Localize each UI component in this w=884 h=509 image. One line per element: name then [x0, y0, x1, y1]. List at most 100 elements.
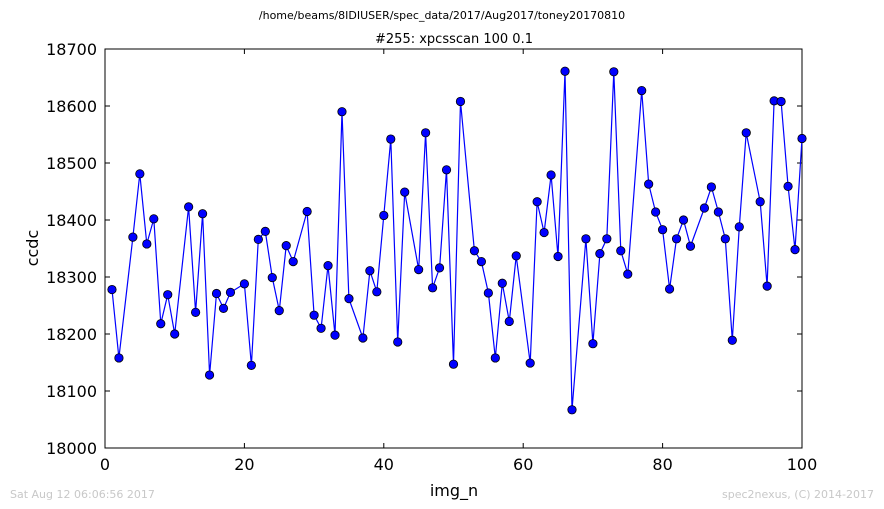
data-point — [358, 333, 368, 343]
credit: spec2nexus, (C) 2014-2017 — [722, 488, 874, 501]
data-point — [671, 234, 682, 244]
data-point — [644, 179, 654, 189]
data-point — [602, 234, 612, 244]
data-point — [163, 290, 173, 300]
series-line — [111, 71, 803, 410]
data-point — [344, 294, 354, 304]
y-tick-label: 18300 — [46, 268, 97, 287]
data-point — [441, 165, 452, 175]
data-point — [469, 246, 480, 256]
data-point — [114, 353, 124, 363]
chart-title: #255: xpcsscan 100 0.1 — [375, 32, 533, 47]
timestamp: Sat Aug 12 06:06:56 2017 — [10, 488, 155, 501]
y-tick-label: 18100 — [46, 382, 97, 401]
data-point — [588, 339, 598, 349]
data-point — [734, 222, 744, 232]
x-tick-label: 60 — [513, 455, 533, 474]
data-point — [170, 329, 180, 339]
data-point — [274, 306, 284, 316]
data-point — [365, 266, 375, 276]
data-point — [246, 360, 256, 370]
data-point — [511, 251, 521, 261]
data-point — [448, 359, 459, 369]
data-point — [372, 287, 382, 297]
data-point — [156, 319, 166, 329]
y-axis-label: ccdc — [23, 230, 42, 267]
x-tick-label: 20 — [234, 455, 254, 474]
y-tick-label: 18200 — [46, 325, 97, 344]
data-point — [281, 241, 291, 251]
data-point — [149, 214, 159, 224]
y-tick-label: 18500 — [46, 154, 97, 173]
data-point — [316, 323, 326, 333]
data-point — [414, 264, 424, 275]
data-point — [211, 288, 222, 299]
data-point — [762, 281, 772, 291]
data-point — [706, 182, 716, 192]
data-point — [253, 234, 263, 244]
data-point — [323, 260, 333, 271]
y-tick-label: 18600 — [46, 97, 97, 116]
file-path: /home/beams/8IDIUSER/spec_data/2017/Aug2… — [258, 9, 626, 22]
data-point — [393, 337, 403, 347]
data-series — [107, 66, 807, 415]
data-point — [567, 405, 577, 415]
data-point — [532, 197, 542, 207]
x-axis-label: img_n — [430, 481, 478, 501]
data-point — [560, 66, 570, 76]
data-point — [790, 245, 800, 255]
y-tick-label: 18000 — [46, 439, 97, 458]
x-tick-label: 100 — [787, 455, 818, 474]
data-point — [260, 226, 270, 236]
data-point — [741, 128, 751, 138]
data-point — [699, 203, 710, 213]
data-point — [609, 67, 619, 77]
data-point — [400, 187, 410, 197]
data-point — [309, 310, 319, 320]
data-point — [525, 358, 535, 368]
y-tick-label: 18400 — [46, 211, 97, 230]
plot-area — [104, 48, 803, 449]
data-point — [546, 170, 556, 180]
data-point — [664, 284, 675, 294]
data-point — [184, 202, 194, 212]
data-point — [421, 128, 431, 138]
data-point — [386, 134, 396, 144]
data-point — [197, 209, 208, 219]
x-tick-label: 0 — [100, 455, 110, 474]
data-point — [337, 107, 347, 117]
data-point — [204, 370, 215, 380]
data-point — [504, 316, 514, 327]
data-point — [685, 241, 696, 251]
data-point — [128, 232, 138, 242]
data-point — [539, 227, 549, 238]
data-point — [476, 257, 486, 267]
data-point — [727, 335, 737, 345]
y-tick-label: 18700 — [46, 40, 97, 59]
data-point — [302, 206, 312, 217]
data-point — [616, 246, 626, 256]
x-tick-label: 80 — [652, 455, 672, 474]
data-point — [553, 251, 563, 262]
data-point — [776, 96, 786, 107]
data-point — [330, 330, 340, 340]
data-point — [783, 181, 793, 191]
axis-ticks: 0 20 40 60 80 100 18000 18100 18200 18300 18400 185… — [46, 40, 817, 474]
data-point — [239, 279, 249, 289]
data-point — [678, 215, 689, 225]
data-point — [455, 96, 466, 107]
data-point — [107, 284, 117, 295]
data-point — [657, 225, 668, 235]
data-point — [595, 249, 605, 259]
x-tick-label: 40 — [374, 455, 394, 474]
data-point — [651, 207, 661, 217]
data-point — [490, 353, 500, 363]
data-point — [483, 288, 493, 298]
data-point — [581, 234, 591, 244]
data-point — [379, 210, 389, 221]
data-point — [637, 86, 647, 96]
data-point — [191, 307, 201, 317]
data-point — [720, 234, 730, 244]
data-point — [225, 287, 236, 297]
